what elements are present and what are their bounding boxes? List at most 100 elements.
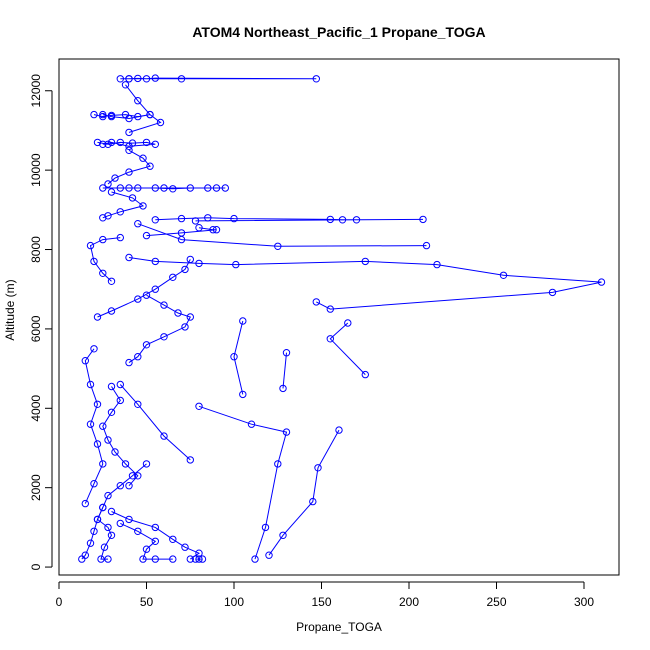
data-point	[99, 460, 107, 468]
data-point	[548, 288, 557, 297]
data-point	[116, 396, 125, 405]
data-point	[204, 214, 212, 222]
data-point	[90, 345, 98, 353]
data-point	[433, 260, 441, 269]
series-line	[329, 322, 366, 375]
x-tick-label: 250	[486, 595, 506, 609]
data-point	[104, 555, 112, 563]
series-line	[233, 320, 244, 395]
data-point	[134, 472, 142, 480]
data-point	[104, 523, 112, 532]
series-line	[97, 259, 191, 318]
data-point	[312, 298, 320, 306]
data-point	[198, 555, 207, 563]
data-point	[134, 527, 142, 535]
series-line	[137, 223, 427, 247]
data-point	[86, 420, 95, 428]
data-point	[279, 384, 287, 393]
data-point	[104, 140, 112, 149]
data-point	[314, 464, 322, 472]
data-point	[160, 333, 168, 341]
data-point	[125, 184, 133, 192]
data-point	[265, 551, 273, 559]
data-point	[134, 220, 142, 228]
data-point	[195, 224, 203, 232]
data-point	[134, 112, 142, 121]
data-point	[125, 515, 133, 524]
data-point	[186, 255, 195, 264]
data-point	[93, 515, 102, 524]
data-point	[274, 460, 282, 468]
data-point	[139, 555, 147, 563]
y-tick-label: 0	[29, 563, 43, 570]
data-point	[107, 112, 116, 121]
data-point	[151, 537, 160, 545]
x-axis: 0 50 100 150 200 250 300	[56, 581, 594, 609]
data-point	[99, 184, 107, 192]
data-point	[151, 216, 160, 224]
data-point	[111, 174, 119, 182]
x-tick-label: 0	[56, 595, 63, 609]
series-line	[198, 405, 288, 560]
y-tick-label: 10000	[29, 153, 43, 187]
data-point	[116, 233, 125, 242]
data-point	[160, 432, 168, 440]
data-point	[209, 226, 217, 234]
data-point	[107, 382, 116, 391]
y-tick-label: 2000	[29, 474, 43, 501]
data-point	[142, 460, 151, 468]
series-line	[96, 507, 113, 560]
data-point	[361, 257, 369, 266]
data-point	[81, 357, 90, 365]
data-point	[247, 420, 256, 428]
data-point	[125, 128, 133, 137]
data-point	[116, 519, 125, 528]
data-point	[177, 75, 186, 83]
data-point	[499, 271, 508, 279]
chart-title: ATOM4 Northeast_Pacific_1 Propane_TOGA	[192, 24, 485, 40]
data-point	[99, 110, 107, 119]
data-point	[212, 226, 221, 234]
data-point	[151, 285, 160, 293]
series-line	[268, 429, 340, 556]
data-point	[169, 185, 177, 193]
data-point	[142, 138, 151, 147]
data-point	[195, 555, 203, 563]
data-point	[97, 555, 105, 563]
data-point	[181, 323, 189, 331]
data-point	[93, 400, 102, 408]
data-point	[125, 253, 133, 262]
data-point	[125, 114, 133, 123]
data-point	[86, 539, 95, 547]
data-point	[142, 75, 151, 83]
data-point	[86, 380, 95, 389]
data-point	[326, 335, 334, 343]
x-axis-label: Propane_TOGA	[296, 620, 382, 634]
data-point	[142, 231, 151, 240]
data-point	[326, 215, 334, 224]
data-point	[151, 184, 160, 192]
data-point	[134, 97, 142, 105]
series-line	[111, 511, 201, 560]
series-line	[146, 227, 217, 237]
data-point	[107, 531, 116, 539]
data-point	[151, 555, 160, 563]
data-point	[90, 480, 98, 488]
y-tick-label: 6000	[29, 315, 43, 342]
data-point	[232, 260, 240, 269]
data-point	[177, 235, 186, 244]
data-point	[239, 390, 247, 399]
data-point	[81, 499, 90, 508]
data-point	[156, 118, 165, 127]
data-point	[204, 184, 212, 192]
data-point	[221, 184, 230, 192]
data-point	[128, 194, 137, 202]
data-point	[134, 184, 142, 192]
data-point	[186, 456, 195, 464]
data-point	[107, 188, 116, 196]
x-tick-label: 150	[311, 595, 331, 609]
data-point	[116, 138, 125, 147]
data-point	[352, 216, 361, 224]
data-point	[344, 319, 352, 327]
data-point	[160, 184, 168, 192]
